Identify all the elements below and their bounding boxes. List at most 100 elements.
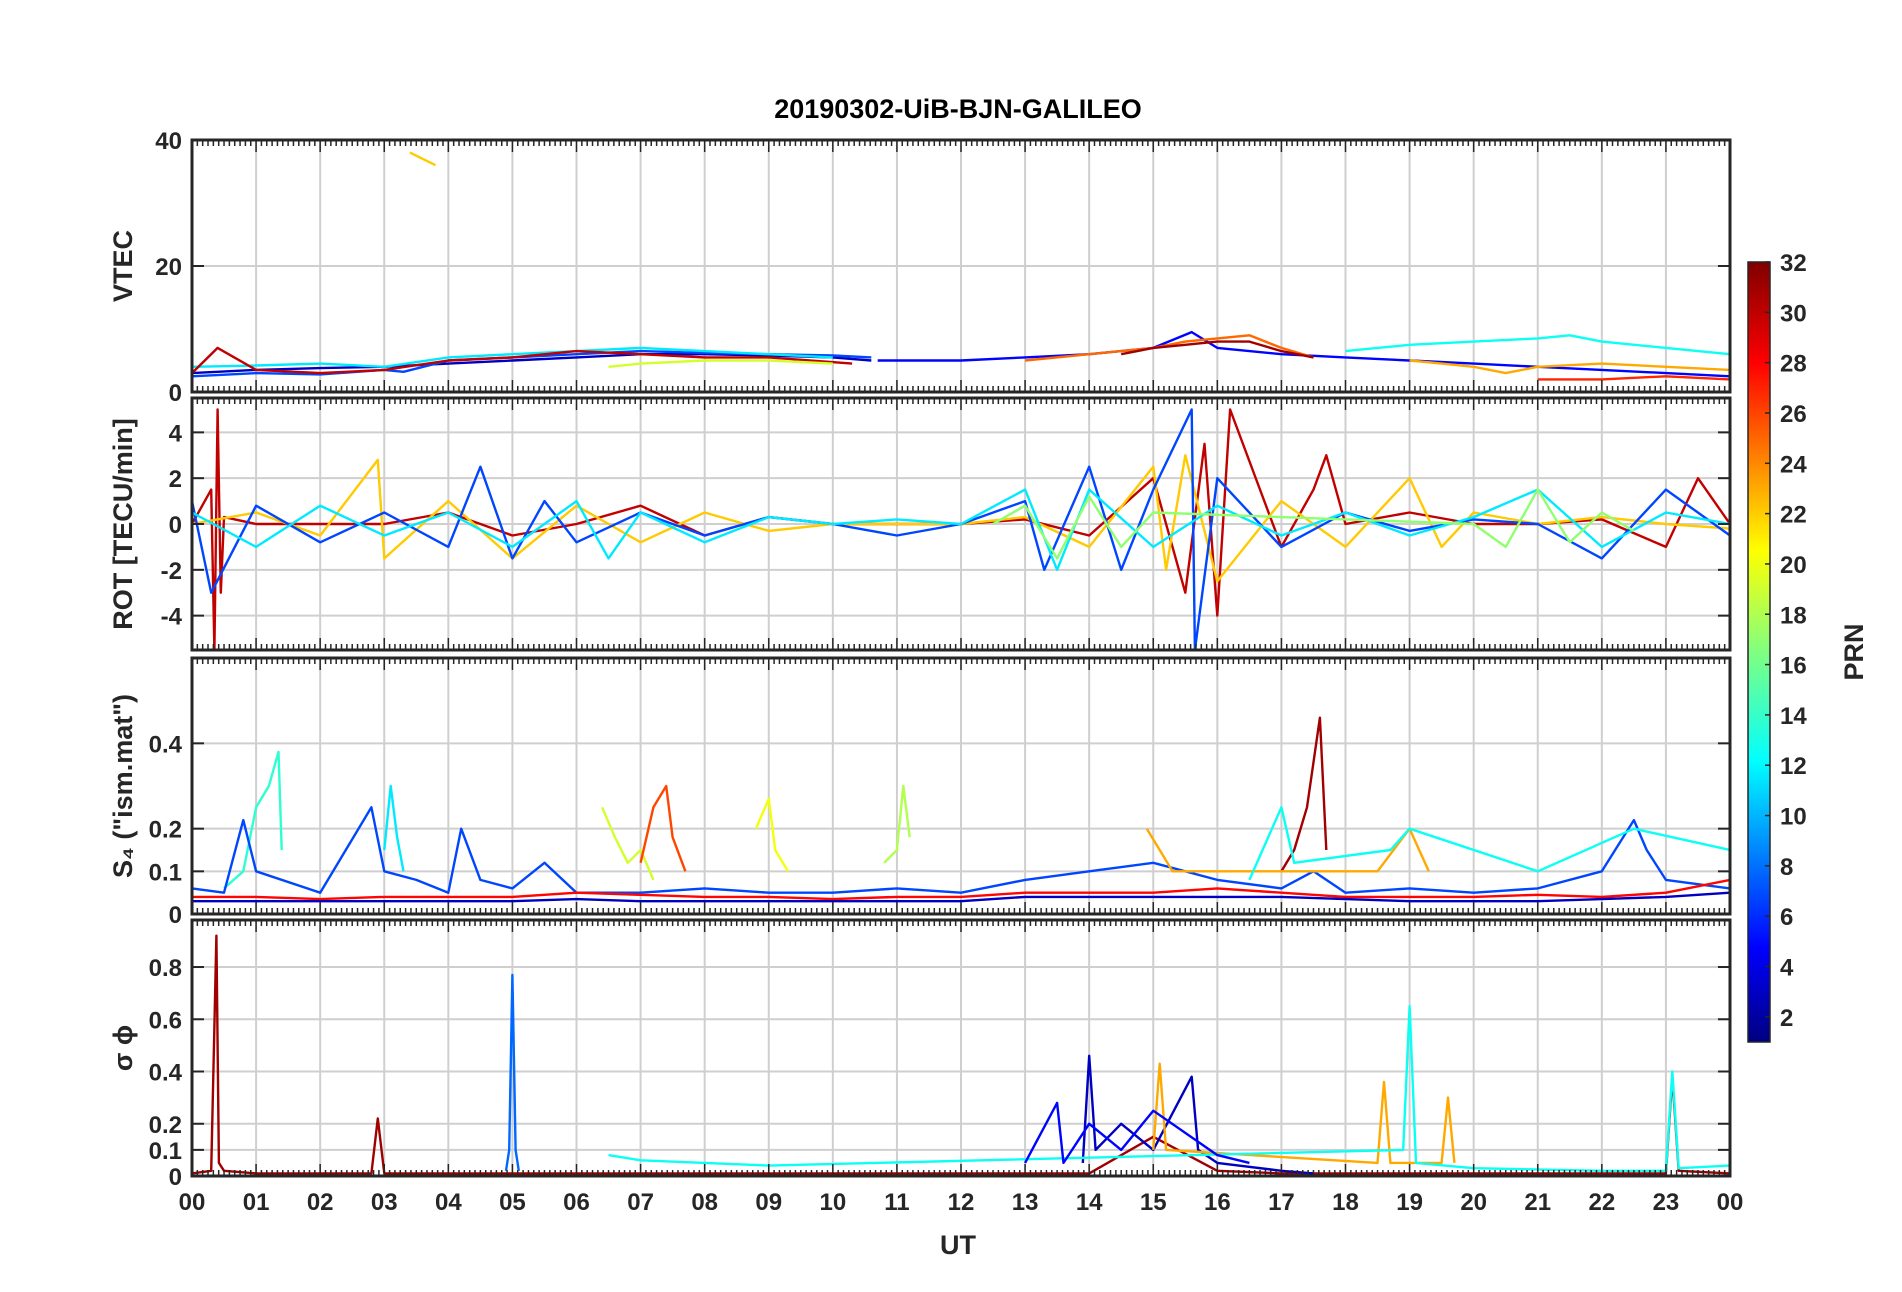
x-tick-label: 19 — [1396, 1189, 1423, 1216]
y-tick-label: 0.2 — [149, 817, 182, 844]
series-line-prn-5 — [1024, 1101, 1250, 1165]
x-tick-label: 13 — [1012, 1189, 1039, 1216]
panel-vtec: 0 20 40 VTEC — [108, 128, 1732, 407]
x-tick-label: 09 — [755, 1189, 782, 1216]
series-line-prn-5 — [877, 330, 1730, 378]
series-line-prn-25 — [1024, 334, 1314, 362]
colorbar-tick-label: 4 — [1780, 955, 1794, 982]
colorbar-tick-label: 12 — [1780, 753, 1807, 780]
y-tick-label: 0.8 — [149, 955, 182, 982]
y-tick-label: 0 — [169, 902, 182, 929]
colorbar-tick-label: 20 — [1780, 552, 1807, 579]
series-line-prn-13 — [608, 1005, 1730, 1173]
series-line-prn-31 — [1280, 716, 1328, 872]
series-line-prn-26 — [639, 784, 687, 872]
panel-rot: -4 -2 0 2 4 ROT [TECU/min] — [108, 396, 1732, 652]
x-tick-label: 14 — [1076, 1189, 1103, 1216]
series-line-prn-13 — [1248, 806, 1730, 881]
y-tick-label: -4 — [161, 604, 183, 631]
panel-s4: 0 0.1 0.2 0.4 S₄ ("ism.mat") — [108, 656, 1732, 929]
y-tick-label: 0.6 — [149, 1007, 182, 1034]
y-tick-label: 2 — [169, 466, 182, 493]
colorbar-tick-label: 28 — [1780, 351, 1807, 378]
series-line-prn-23 — [1409, 359, 1730, 375]
colorbar-tick-label: 32 — [1780, 250, 1807, 277]
series-group — [192, 716, 1730, 903]
colorbar-tick-label: 18 — [1780, 602, 1807, 629]
x-tick-label: 17 — [1268, 1189, 1295, 1216]
colorbar-tick-label: 14 — [1780, 703, 1807, 730]
series-line-prn-28 — [192, 878, 1730, 901]
colorbar-tick-label: 2 — [1780, 1005, 1793, 1032]
series-line-prn-23 — [1152, 1062, 1456, 1165]
series-line-prn-30 — [192, 346, 853, 375]
series-line-prn-3 — [1081, 1054, 1314, 1175]
series-line-prn-3 — [192, 891, 1730, 903]
series-line-prn-7 — [192, 806, 1730, 894]
panel-sigma_phi: 00.10.2 0.4 0.6 0.8 σ ϕ — [108, 918, 1732, 1191]
y-tick-label: 0.4 — [149, 731, 183, 758]
x-tick-label: 16 — [1204, 1189, 1231, 1216]
series-line-prn-19 — [600, 806, 655, 881]
y-tick-label: 20 — [155, 254, 182, 281]
y-axis-label-s4: S₄ ("ism.mat") — [108, 694, 138, 878]
x-tick-label: 11 — [884, 1189, 909, 1216]
series-line-prn-20 — [754, 797, 790, 872]
x-tick-label: 22 — [1588, 1189, 1615, 1216]
y-tick-label: 0 — [169, 380, 182, 407]
x-tick-label: 03 — [371, 1189, 398, 1216]
series-group — [192, 408, 1730, 650]
y-axis-label-rot: ROT [TECU/min] — [108, 418, 138, 629]
series-line-prn-13 — [1345, 334, 1730, 356]
colorbar-bar — [1747, 261, 1771, 1043]
x-tick-label: 15 — [1140, 1189, 1167, 1216]
series-line-prn-17 — [992, 488, 1635, 560]
y-axis-label-sigma_phi: σ ϕ — [108, 1025, 138, 1071]
x-tick-label: 02 — [307, 1189, 334, 1216]
series-line-prn-27 — [1537, 375, 1730, 381]
colorbar-tick-label: 16 — [1780, 653, 1807, 680]
colorbar-tick-label: 10 — [1780, 804, 1807, 831]
colorbar-tick-label: 22 — [1780, 502, 1807, 529]
colorbar-label: PRN — [1839, 623, 1869, 680]
series-line-prn-14 — [223, 750, 283, 890]
x-tick-label: 07 — [627, 1189, 654, 1216]
y-tick-label: 0 — [169, 512, 182, 539]
colorbar-tick-label: 26 — [1780, 401, 1807, 428]
series-group — [192, 151, 1730, 381]
series-line-prn-18 — [883, 784, 911, 864]
x-tick-label: 10 — [819, 1189, 846, 1216]
series-line-prn-12 — [192, 346, 833, 368]
series-line-prn-22 — [409, 151, 437, 167]
series-line-prn-7 — [192, 408, 1730, 650]
y-tick-label: 4 — [169, 420, 183, 447]
series-line-prn-12 — [383, 784, 405, 872]
colorbar-tick-label: 24 — [1780, 451, 1807, 478]
x-tick-label: 00 — [179, 1189, 206, 1216]
y-tick-label: 0.1 — [149, 1138, 182, 1165]
x-tick-label: 05 — [499, 1189, 526, 1216]
y-tick-label: 0 — [169, 1164, 182, 1191]
x-tick-label: 12 — [948, 1189, 975, 1216]
series-line-prn-23 — [1145, 827, 1430, 873]
y-tick-label: 0.1 — [149, 859, 182, 886]
colorbar-tick-label: 8 — [1780, 854, 1793, 881]
chart-title: 20190302-UiB-BJN-GALILEO — [774, 94, 1142, 124]
x-tick-label: 00 — [1717, 1189, 1744, 1216]
x-tick-label: 20 — [1460, 1189, 1487, 1216]
series-line-prn-31 — [1120, 340, 1314, 359]
x-tick-label: 04 — [435, 1189, 462, 1216]
series-line-prn-19 — [608, 359, 833, 368]
x-tick-label: 08 — [691, 1189, 718, 1216]
x-tick-label: 01 — [243, 1189, 270, 1216]
x-tick-label: 18 — [1332, 1189, 1359, 1216]
x-axis-label: UT — [940, 1230, 976, 1260]
y-axis-label-vtec: VTEC — [108, 230, 138, 302]
y-tick-label: 0.4 — [149, 1060, 183, 1087]
series-line-prn-8 — [504, 973, 520, 1171]
y-tick-label: -2 — [161, 558, 182, 585]
